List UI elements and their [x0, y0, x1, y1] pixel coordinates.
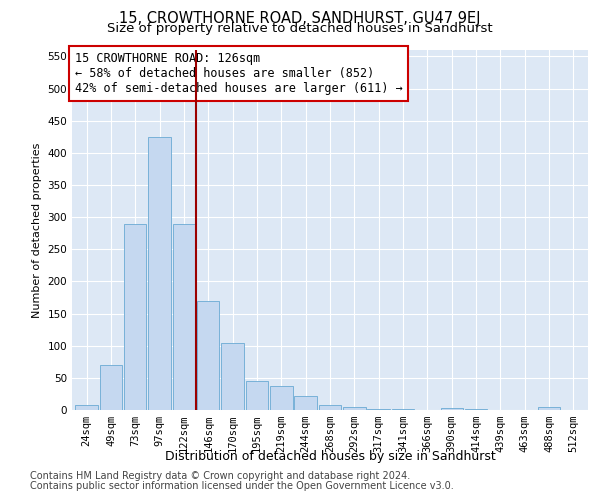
Bar	[343, 408, 365, 410]
Bar	[197, 300, 220, 410]
Text: Distribution of detached houses by size in Sandhurst: Distribution of detached houses by size …	[164, 450, 496, 463]
Bar	[440, 408, 463, 410]
Y-axis label: Number of detached properties: Number of detached properties	[32, 142, 42, 318]
Bar	[124, 224, 146, 410]
Text: 15 CROWTHORNE ROAD: 126sqm
← 58% of detached houses are smaller (852)
42% of sem: 15 CROWTHORNE ROAD: 126sqm ← 58% of deta…	[74, 52, 403, 95]
Bar	[221, 342, 244, 410]
Bar	[465, 408, 487, 410]
Bar	[295, 396, 317, 410]
Bar	[392, 408, 414, 410]
Bar	[319, 405, 341, 410]
Bar	[100, 365, 122, 410]
Text: Size of property relative to detached houses in Sandhurst: Size of property relative to detached ho…	[107, 22, 493, 35]
Text: Contains public sector information licensed under the Open Government Licence v3: Contains public sector information licen…	[30, 481, 454, 491]
Text: Contains HM Land Registry data © Crown copyright and database right 2024.: Contains HM Land Registry data © Crown c…	[30, 471, 410, 481]
Bar	[76, 405, 98, 410]
Bar	[538, 407, 560, 410]
Bar	[367, 408, 390, 410]
Bar	[173, 224, 195, 410]
Bar	[148, 137, 171, 410]
Bar	[270, 386, 293, 410]
Bar	[246, 381, 268, 410]
Text: 15, CROWTHORNE ROAD, SANDHURST, GU47 9EJ: 15, CROWTHORNE ROAD, SANDHURST, GU47 9EJ	[119, 11, 481, 26]
